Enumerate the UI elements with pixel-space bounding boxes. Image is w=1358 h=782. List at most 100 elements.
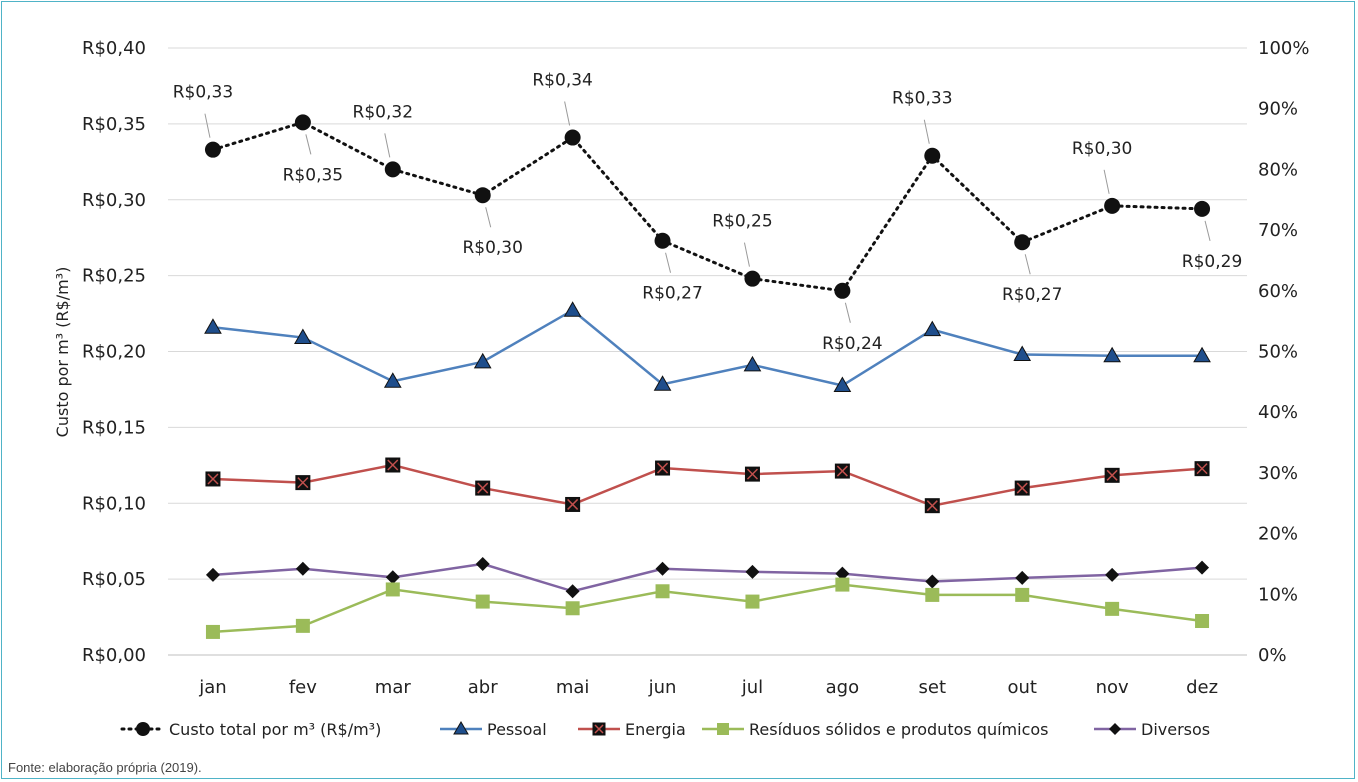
leader-line: [1204, 220, 1211, 241]
y-tick-label: R$0,05: [82, 569, 146, 590]
y2-tick-label: 20%: [1258, 524, 1298, 545]
y2-tick-label: 90%: [1258, 99, 1298, 120]
data-label: R$0,24: [822, 334, 882, 354]
data-point: [655, 584, 670, 599]
data-label: R$0,32: [353, 102, 413, 122]
series: [204, 301, 1211, 392]
y2-tick-label: 30%: [1258, 463, 1298, 484]
data-point: [385, 457, 401, 473]
x-axis-ticks: jan fev mar abr mai jun jul ago set out nov dez: [198, 677, 1218, 698]
data-point: [834, 463, 850, 479]
data-label: R$0,27: [642, 284, 702, 304]
data-point: [835, 577, 850, 592]
data-point: [924, 498, 940, 514]
legend-item: Resíduos sólidos e produtos químicos: [702, 720, 1049, 739]
data-point: [564, 129, 581, 146]
series-line: [212, 562, 1203, 593]
legend: Custo total por m³ (R$/m³) Pessoal Energia…: [120, 720, 1210, 739]
data-label: R$0,33: [173, 83, 233, 103]
data-point: [473, 352, 492, 369]
data-point: [565, 601, 580, 616]
data-point: [744, 270, 761, 287]
data-point: [745, 564, 760, 579]
data-point: [384, 161, 401, 178]
data-point: [1194, 461, 1210, 477]
data-point: [563, 301, 582, 317]
data-point: [453, 721, 469, 735]
data-point: [717, 723, 729, 735]
leader-line: [204, 113, 211, 138]
y-tick-label: R$0,20: [82, 342, 146, 363]
leader-line: [665, 252, 672, 273]
data-point: [834, 282, 851, 299]
series-line: [211, 120, 1204, 293]
leader-line: [485, 207, 492, 228]
legend-item: Custo total por m³ (R$/m³): [120, 720, 381, 739]
y2-tick-label: 80%: [1258, 159, 1298, 180]
data-point: [1109, 723, 1121, 735]
data-point: [655, 460, 671, 476]
x-tick-label: ago: [826, 677, 859, 698]
data-point: [385, 570, 400, 585]
data-label: R$0,25: [712, 212, 772, 232]
data-point: [925, 574, 940, 589]
x-tick-label: fev: [289, 677, 317, 698]
data-label: R$0,34: [532, 71, 592, 91]
data-point: [655, 561, 670, 576]
y-tick-label: R$0,30: [82, 190, 146, 211]
data-point: [744, 466, 760, 482]
x-tick-label: set: [919, 677, 947, 698]
data-point: [475, 594, 490, 609]
series-line: [212, 463, 1203, 507]
data-label: R$0,30: [462, 238, 522, 258]
data-point: [295, 618, 310, 633]
legend-item: Pessoal: [440, 720, 547, 739]
x-tick-label: out: [1007, 677, 1036, 698]
x-tick-label: jul: [741, 677, 763, 698]
series-line: [212, 583, 1203, 634]
data-point: [925, 587, 940, 602]
data-point: [1014, 234, 1031, 251]
series: [205, 457, 1210, 514]
legend-item: Energia: [578, 720, 686, 739]
series-layer: [204, 114, 1211, 639]
data-point: [385, 582, 400, 597]
data-point: [136, 722, 150, 736]
leader-line: [564, 101, 571, 126]
legend-label: Custo total por m³ (R$/m³): [169, 720, 381, 739]
series: [204, 114, 1211, 299]
leader-line: [305, 134, 312, 155]
data-labels: R$0,33 R$0,35 R$0,32 R$0,30 R$0,34 R$0,27 R$0,…: [173, 71, 1243, 354]
legend-label: Pessoal: [487, 720, 547, 739]
legend-item: Diversos: [1094, 720, 1210, 739]
x-tick-label: jan: [198, 677, 226, 698]
data-point: [1013, 345, 1032, 362]
data-label: R$0,29: [1182, 252, 1242, 272]
x-tick-label: mai: [556, 677, 590, 698]
data-point: [205, 567, 220, 582]
data-label: R$0,30: [1072, 139, 1132, 159]
x-tick-label: dez: [1186, 677, 1218, 698]
gridlines: [168, 47, 1247, 656]
y2-tick-label: 50%: [1258, 342, 1298, 363]
series-line: [212, 308, 1203, 387]
y-tick-label: R$0,10: [82, 493, 146, 514]
data-point: [1105, 601, 1120, 616]
right-axis-ticks: 0% 10% 20% 30% 40% 50% 60% 70% 80% 90% 100%: [1258, 38, 1309, 666]
x-tick-label: mar: [375, 677, 412, 698]
leader-line: [743, 242, 750, 267]
data-point: [475, 480, 491, 496]
source-note: Fonte: elaboração própria (2019).: [8, 760, 202, 775]
leader-line: [1024, 254, 1031, 275]
data-point: [1195, 614, 1210, 629]
data-point: [204, 141, 221, 158]
data-point: [1015, 587, 1030, 602]
legend-label: Resíduos sólidos e produtos químicos: [749, 720, 1049, 739]
data-point: [835, 566, 850, 581]
data-point: [294, 114, 311, 131]
data-point: [474, 187, 491, 204]
x-tick-label: abr: [468, 677, 498, 698]
x-tick-label: nov: [1096, 677, 1129, 698]
